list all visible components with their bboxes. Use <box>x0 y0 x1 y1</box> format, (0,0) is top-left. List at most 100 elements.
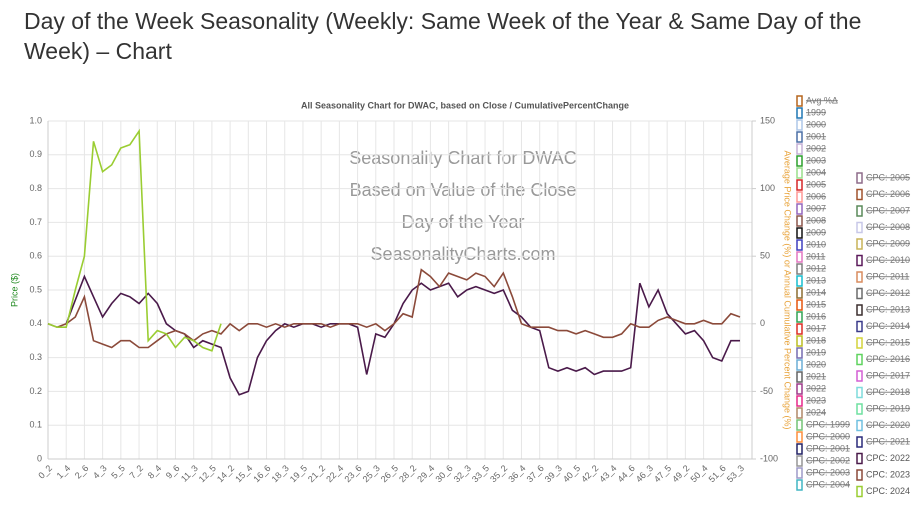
legend-item[interactable]: 2002 <box>796 143 826 155</box>
legend-item[interactable]: CPC: 2004 <box>796 479 850 491</box>
legend-item[interactable]: 2013 <box>796 275 826 287</box>
legend-item[interactable]: CPC: 2023 <box>856 469 910 481</box>
legend-label: 2012 <box>806 263 826 273</box>
legend-swatch <box>796 179 803 191</box>
x-tick-label: 26_5 <box>379 463 400 484</box>
legend-item[interactable]: 2012 <box>796 263 826 275</box>
legend-item[interactable]: CPC: 2014 <box>856 320 910 333</box>
y-tick-label: 0.8 <box>29 183 42 193</box>
legend-item[interactable]: 2000 <box>796 119 826 131</box>
legend-item[interactable]: CPC: 2011 <box>856 271 909 283</box>
legend-item[interactable]: CPC: 2020 <box>856 419 910 432</box>
legend-item[interactable]: CPC: 2019 <box>856 403 910 415</box>
legend-item[interactable]: 2009 <box>796 227 826 239</box>
legend-item[interactable]: 2019 <box>796 347 826 359</box>
legend-item[interactable]: 2001 <box>796 131 826 143</box>
legend-item[interactable]: CPC: 2024 <box>856 485 910 498</box>
legend-item[interactable]: CPC: 2018 <box>856 386 910 399</box>
legend-label: CPC: 2013 <box>866 304 910 314</box>
legend-item[interactable]: CPC: 2003 <box>796 467 850 479</box>
legend-item[interactable]: 2011 <box>796 251 825 263</box>
legend-label: 2008 <box>806 215 826 225</box>
x-tick-label: 0_2 <box>36 463 54 481</box>
legend-item[interactable]: 2010 <box>796 239 826 251</box>
legend-item[interactable]: 2018 <box>796 335 826 347</box>
legend-item[interactable]: CPC: 2022 <box>856 452 910 465</box>
legend-item[interactable]: 2023 <box>796 395 826 407</box>
legend-item[interactable]: CPC: 2001 <box>796 443 850 455</box>
legend-item[interactable]: CPC: 1999 <box>796 419 850 431</box>
legend-item[interactable]: CPC: 2010 <box>856 254 910 267</box>
legend-label: CPC: 2009 <box>866 238 910 248</box>
legend-item[interactable]: 2014 <box>796 287 826 299</box>
legend-item[interactable]: CPC: 2012 <box>856 287 910 300</box>
legend-label: 2006 <box>806 191 826 201</box>
legend-item[interactable]: 2005 <box>796 179 826 191</box>
legend-item[interactable]: 2007 <box>796 203 826 215</box>
legend-item[interactable]: 2016 <box>796 311 826 323</box>
legend-item[interactable]: CPC: 2016 <box>856 353 910 366</box>
legend-label: CPC: 2015 <box>866 337 910 347</box>
legend-swatch <box>796 155 803 167</box>
legend-label: CPC: 2003 <box>806 467 850 477</box>
legend-item[interactable]: CPC: 2017 <box>856 370 910 382</box>
y-tick-label: 1.0 <box>29 115 42 125</box>
legend-item[interactable]: 2008 <box>796 215 826 227</box>
legend-label: 2013 <box>806 275 826 285</box>
legend-label: 2024 <box>806 407 826 417</box>
legend-label: 2019 <box>806 347 826 357</box>
legend-label: 2016 <box>806 311 826 321</box>
y-tick-label: 0.1 <box>29 420 42 430</box>
legend-item[interactable]: CPC: 2005 <box>856 172 910 184</box>
x-tick-label: 35_2 <box>488 463 509 484</box>
y-tick-label: 0.4 <box>29 318 42 328</box>
x-tick-label: 12_5 <box>197 463 218 484</box>
legend-item[interactable]: CPC: 2002 <box>796 455 850 467</box>
legend-label: 2010 <box>806 239 826 249</box>
x-tick-label: 18_3 <box>270 463 291 484</box>
legend-label: 2022 <box>806 383 826 393</box>
legend-swatch <box>796 215 803 227</box>
legend-label: 2009 <box>806 227 826 237</box>
legend-item[interactable]: 2022 <box>796 383 826 395</box>
legend-item[interactable]: CPC: 2000 <box>796 431 850 443</box>
legend-swatch <box>796 95 803 107</box>
legend-item[interactable]: 1999 <box>796 107 826 119</box>
legend-item[interactable]: 2024 <box>796 407 826 419</box>
legend-swatch <box>856 386 863 399</box>
legend-item[interactable]: CPC: 2009 <box>856 238 910 250</box>
x-tick-label: 39_3 <box>543 463 564 484</box>
legend-item[interactable]: CPC: 2006 <box>856 188 910 201</box>
legend-swatch <box>856 205 863 217</box>
legend-item[interactable]: 2020 <box>796 359 826 371</box>
y2-axis-label: Average Price Change (%) or Annual Cumul… <box>783 151 793 430</box>
legend-swatch <box>796 455 803 467</box>
legend-item[interactable]: CPC: 2015 <box>856 337 910 349</box>
legend-label: 2001 <box>806 131 826 141</box>
legend-label: CPC: 2018 <box>866 387 910 397</box>
legend-item[interactable]: 2015 <box>796 299 826 311</box>
x-tick-label: 4_3 <box>91 463 109 481</box>
legend-item[interactable]: 2004 <box>796 167 826 179</box>
y2-tick-label: -50 <box>760 386 773 396</box>
legend-swatch <box>796 239 803 251</box>
legend-swatch <box>796 431 803 443</box>
legend-label: CPC: 2000 <box>806 431 850 441</box>
legend-swatch <box>856 304 863 316</box>
legend-item[interactable]: 2017 <box>796 323 826 335</box>
legend-item[interactable]: Avg %Δ <box>796 95 838 107</box>
legend-label: 2020 <box>806 359 826 369</box>
legend-item[interactable]: CPC: 2013 <box>856 304 910 316</box>
legend-label: CPC: 2022 <box>866 453 910 463</box>
legend-label: Avg %Δ <box>806 95 838 105</box>
legend-item[interactable]: 2006 <box>796 191 826 203</box>
y-tick-label: 0.9 <box>29 149 42 159</box>
legend-item[interactable]: 2003 <box>796 155 826 167</box>
legend-item[interactable]: CPC: 2007 <box>856 205 910 217</box>
legend-item[interactable]: CPC: 2021 <box>856 436 910 448</box>
legend-label: 2000 <box>806 119 826 129</box>
legend-item[interactable]: 2021 <box>796 371 826 383</box>
legend-label: CPC: 2005 <box>866 172 910 182</box>
y2-tick-label: 100 <box>760 183 775 193</box>
legend-item[interactable]: CPC: 2008 <box>856 221 910 234</box>
